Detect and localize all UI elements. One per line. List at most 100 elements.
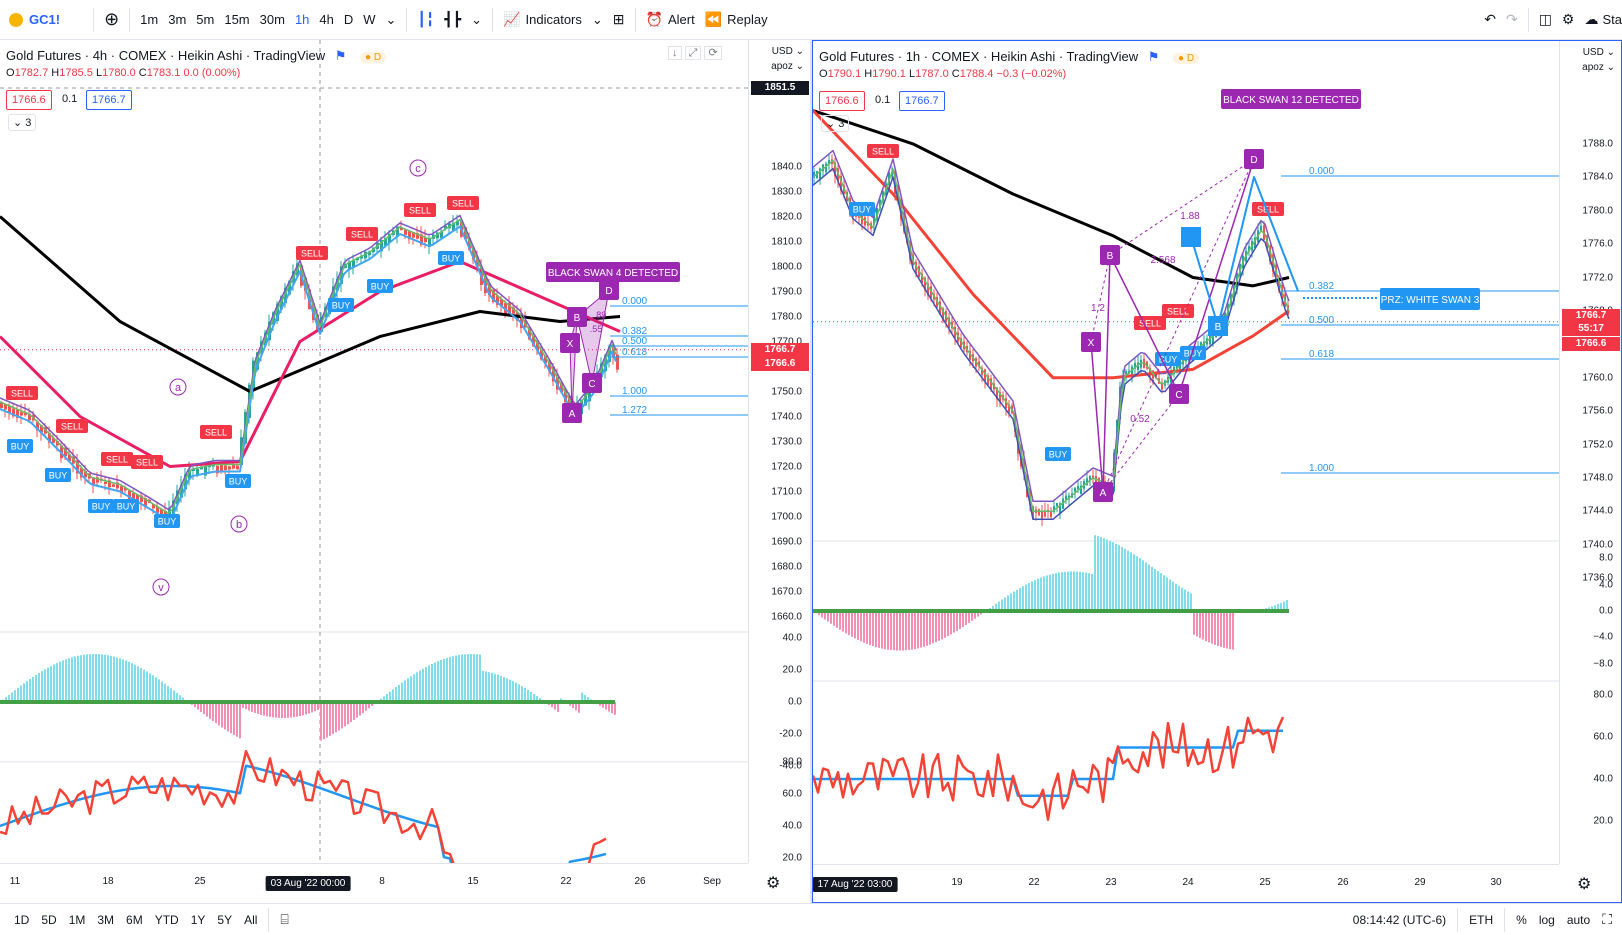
oscillator-tick: 8.0 (1599, 552, 1613, 564)
right-price-candle (990, 378, 992, 390)
fib-level-label: 1.000 (622, 386, 647, 397)
redo-button[interactable]: ↷ (1501, 6, 1523, 34)
indicators-label: Indicators (525, 12, 582, 27)
divider (634, 7, 636, 32)
last-price-label: 1766.7 (1562, 308, 1620, 323)
range-1y[interactable]: 1Y (190, 912, 206, 927)
range-6m[interactable]: 6M (126, 912, 143, 927)
sell-price-button[interactable]: 1766.6 (819, 91, 865, 111)
right-price-candle (1095, 476, 1097, 485)
pattern-leg (1090, 341, 1104, 493)
interval-d[interactable]: D (343, 12, 354, 27)
time-tick: 18 (102, 876, 114, 887)
publish-button[interactable]: ☁ Sta (1579, 6, 1622, 34)
interval-3m[interactable]: 3m (168, 12, 187, 27)
range-ytd[interactable]: YTD (154, 912, 179, 927)
arrow-down-icon[interactable]: ↓ (668, 46, 682, 60)
collapse-indicators-button[interactable]: ⌄ 3 (8, 114, 37, 131)
chart-type-dropdown[interactable]: ⌄ (466, 6, 487, 34)
pane-splitter[interactable] (810, 40, 812, 903)
auto-scale-button[interactable]: auto (1566, 912, 1591, 927)
range-3m[interactable]: 3M (97, 912, 115, 927)
log-scale-button[interactable]: log (1538, 912, 1555, 927)
time-axis-right[interactable]: 17 Aug '22 03:00 19 22 23 24 25 26 29 30 (813, 864, 1559, 902)
black-swan-banner: BLACK SWAN 4 DETECTED (548, 268, 678, 279)
grid-icon: ⊞ (612, 11, 625, 27)
price-axis-right[interactable]: USD ⌄ apoz ⌄ 1788.0 1784.0 1780.0 1776.0 1772… (1559, 41, 1621, 864)
fullscreen-button[interactable]: ⛶ (1596, 908, 1618, 932)
left-price-candle (500, 298, 503, 306)
interval-dropdown[interactable]: ⌄ (381, 6, 402, 34)
time-tick: 25 (1259, 877, 1271, 888)
left-price-candle (408, 231, 411, 240)
left-price-candle (316, 314, 319, 330)
undo-button[interactable]: ↶ (1479, 6, 1501, 34)
interval-1h[interactable]: 1h (294, 12, 310, 27)
symbol-search[interactable]: GC1! (4, 6, 65, 34)
alert-button[interactable]: ⏰ Alert (641, 6, 700, 34)
price-tick: 1776.0 (1582, 238, 1613, 250)
interval-5m[interactable]: 5m (196, 12, 215, 27)
interval-w[interactable]: W (363, 12, 376, 27)
settings-button[interactable]: ⚙ (1557, 6, 1580, 34)
pattern-point-a: A (569, 409, 576, 420)
currency-selector[interactable]: USD ⌄ apoz ⌄ (1582, 47, 1615, 73)
left-price-candle (216, 465, 219, 474)
right-price-candle (873, 215, 875, 226)
right-price-candle (909, 241, 911, 261)
buy-signal-badge-bg (849, 202, 875, 216)
price-tick: 1740.0 (771, 411, 802, 422)
right-price-candle (825, 163, 827, 173)
indicators-dropdown[interactable]: ⌄ (587, 6, 608, 34)
session-button[interactable]: ETH (1469, 912, 1494, 927)
interval-30m[interactable]: 30m (259, 12, 285, 27)
buy-price-button[interactable]: 1766.7 (86, 90, 132, 110)
timezone-button[interactable]: 08:14:42 (UTC-6) (1352, 912, 1447, 927)
range-all[interactable]: All (244, 912, 258, 927)
indicator-count: 3 (25, 117, 32, 129)
sync-icon[interactable]: ⟳ (704, 46, 722, 60)
bar-style-button[interactable]: ┃╏ (412, 6, 439, 34)
gear-icon[interactable]: ⚙ (1577, 876, 1592, 893)
indicators-button[interactable]: 📈 Indicators (498, 6, 587, 34)
close-value: 1783.1 (146, 67, 181, 79)
interval-4h[interactable]: 4h (319, 12, 334, 27)
sell-price-button[interactable]: 1766.6 (6, 90, 52, 110)
pane-controls: ↓ ⤢ ⟳ (668, 46, 722, 60)
maximize-icon[interactable]: ⤢ (684, 46, 702, 60)
gold-coin-icon (9, 12, 23, 27)
price-tick: 1660.0 (771, 611, 802, 622)
chart-canvas-left[interactable]: SELL BUY SELL BUY SELL SELL BUY BUY BUY SELL BUY SE… (0, 40, 748, 863)
range-1d[interactable]: 1D (14, 912, 30, 927)
range-5y[interactable]: 5Y (217, 912, 233, 927)
range-1m[interactable]: 1M (68, 912, 86, 927)
sell-signal-badge: SELL (61, 422, 83, 432)
collapse-indicators-button[interactable]: ⌄ 3 (821, 115, 850, 132)
replay-button[interactable]: ⏪ Replay (700, 6, 773, 34)
rsi-tick: 20.0 (782, 852, 802, 864)
compare-button[interactable]: ⊕ (99, 6, 124, 34)
price-axis-left[interactable]: USD ⌄ apoz ⌄ 1840.0 1830.0 1820.0 1810.0 1800… (748, 40, 810, 864)
right-price-candle (942, 308, 944, 321)
currency-selector[interactable]: USD ⌄ apoz ⌄ (771, 46, 804, 72)
interval-15m[interactable]: 15m (224, 12, 250, 27)
sell-signal-badge: SELL (205, 428, 227, 438)
gear-icon[interactable]: ⚙ (766, 875, 781, 892)
chart-pane-right[interactable]: SELL BUY BUY SELL SELL BUY BUY SELL X A B C D 1.88 2.5… (812, 40, 1622, 903)
time-axis-left[interactable]: 11 18 25 03 Aug '22 00:00 8 15 22 26 Sep (0, 863, 748, 903)
tick-step: 0.1 (875, 94, 891, 106)
flag-icon: ⚑ (334, 48, 347, 63)
percent-scale-button[interactable]: % (1516, 912, 1527, 927)
range-5d[interactable]: 5D (41, 912, 57, 927)
low-value: 1787.0 (915, 68, 949, 80)
chart-canvas-right[interactable]: SELL BUY BUY SELL SELL BUY BUY SELL X A B C D 1.88 2.5… (813, 41, 1559, 864)
layout-button[interactable]: ◫ (1534, 6, 1557, 34)
chart-pane-left[interactable]: SELL BUY SELL BUY SELL SELL BUY BUY BUY SELL BUY SE… (0, 40, 810, 903)
interval-1m[interactable]: 1m (140, 12, 159, 27)
buy-price-button[interactable]: 1766.7 (899, 91, 945, 111)
date-range-button[interactable]: ⌸ (274, 908, 294, 932)
chart-type-button[interactable]: ┫┣ (439, 6, 466, 34)
left-price-candle (268, 321, 271, 341)
sell-signal-badge: SELL (409, 206, 431, 216)
templates-button[interactable]: ⊞ (608, 6, 630, 34)
